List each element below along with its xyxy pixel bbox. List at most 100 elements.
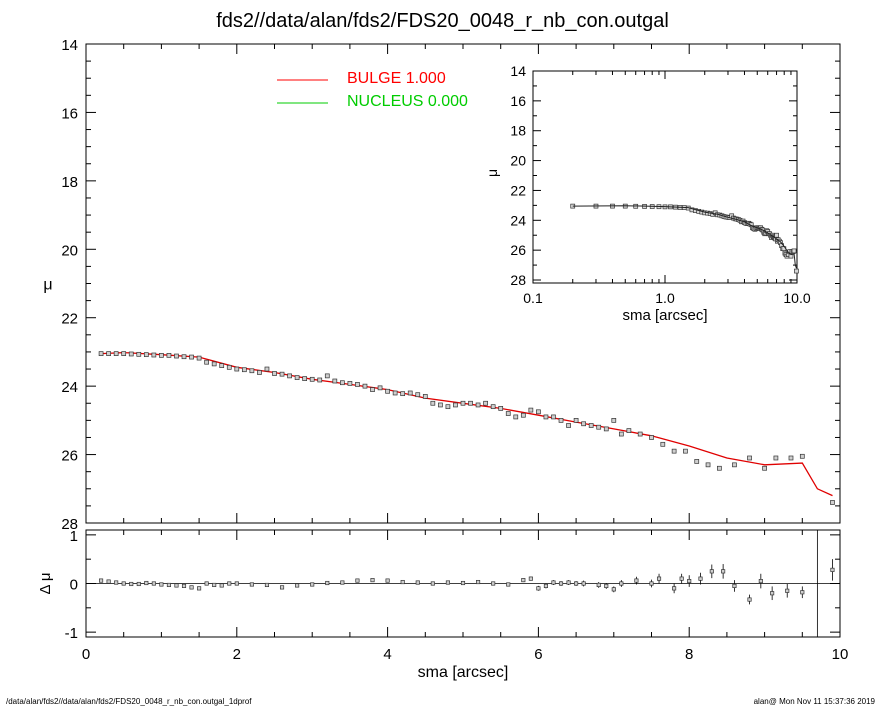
residual-point <box>197 586 202 591</box>
residual-point <box>430 581 435 586</box>
residual-point <box>385 578 390 583</box>
data-point <box>98 351 104 356</box>
data-point <box>128 351 134 357</box>
main-ytick-label: 24 <box>61 379 78 396</box>
residual-ytick-label: 0 <box>70 577 78 594</box>
data-point <box>694 459 700 464</box>
data-point <box>581 421 586 427</box>
residual-point <box>460 580 466 586</box>
data-point <box>181 354 187 360</box>
legend: BULGE 1.000 NUCLEUS 0.000 <box>277 70 468 110</box>
data-point <box>377 385 383 391</box>
inset-model-line <box>572 205 797 269</box>
main-ylabel: μ <box>43 277 52 294</box>
data-point <box>626 428 632 433</box>
data-point <box>189 354 194 360</box>
footer-right: alan@ Mon Nov 11 15:37:36 2019 <box>753 697 875 706</box>
residual-xtick-label: 10 <box>832 646 849 663</box>
residual-point <box>747 597 752 602</box>
data-point <box>618 431 624 437</box>
data-point <box>302 376 308 381</box>
chart-title: fds2//data/alan/fds2/FDS20_0048_r_nb_con… <box>216 10 669 32</box>
residual-point <box>528 576 533 581</box>
residual-point <box>611 587 616 592</box>
residual-point <box>99 578 104 583</box>
data-point <box>196 355 202 361</box>
residual-point <box>770 591 775 596</box>
data-point <box>370 387 375 392</box>
residual-point <box>551 580 556 585</box>
main-ytick-label: 14 <box>61 37 78 54</box>
data-point <box>475 402 481 408</box>
main-ytick-label: 16 <box>61 105 78 122</box>
residual-xtick-label: 6 <box>534 646 542 663</box>
residual-point <box>581 581 586 586</box>
data-point <box>136 351 142 357</box>
inset-point <box>774 232 779 238</box>
residual-point <box>121 581 126 586</box>
data-point <box>347 381 353 386</box>
data-point <box>392 390 398 396</box>
data-point <box>637 431 643 437</box>
residual-point <box>698 576 703 581</box>
residual-xtick-label: 2 <box>233 646 241 663</box>
residual-point <box>476 579 481 585</box>
data-point <box>415 392 421 398</box>
residual-point <box>189 585 194 590</box>
residual-point <box>445 580 450 585</box>
residual-point <box>536 586 541 591</box>
residual-xlabel: sma [arcsec] <box>418 664 509 681</box>
residual-point <box>709 569 714 574</box>
residual-point <box>634 578 639 583</box>
residual-point <box>758 579 763 584</box>
residual-xtick-label: 4 <box>383 646 391 663</box>
residual-point <box>219 583 224 588</box>
residual-point <box>566 580 571 585</box>
residual-point <box>679 576 684 581</box>
residual-ylabel: Δ μ <box>37 572 54 594</box>
inset-xtick-label: 10.0 <box>783 290 810 306</box>
main-ytick-label: 22 <box>61 311 78 328</box>
legend-label: BULGE 1.000 <box>347 70 446 87</box>
data-point <box>121 351 127 356</box>
residual-point <box>574 581 579 586</box>
residual-ytick-label: 1 <box>70 528 78 545</box>
footer-left: /data/alan/fds2//data/alan/fds2/FDS20_00… <box>6 697 252 706</box>
inset-plot: 14 16 18 20 22 24 26 28 0.1 1.0 10.0 sma [arcsec] μ <box>484 63 811 324</box>
residual-point <box>649 581 654 586</box>
data-point <box>272 371 277 376</box>
data-point <box>106 351 111 356</box>
data-point <box>211 361 217 367</box>
residual-point <box>264 582 270 588</box>
data-point <box>143 352 149 358</box>
residual-point <box>604 583 609 588</box>
data-point <box>340 380 345 386</box>
data-point <box>264 366 270 372</box>
data-point <box>151 352 157 358</box>
data-point <box>490 404 496 410</box>
data-point <box>799 453 805 459</box>
data-point <box>611 418 617 423</box>
inset-ytick-label: 16 <box>510 93 526 109</box>
data-point <box>468 400 473 406</box>
residual-point <box>619 581 624 586</box>
data-point <box>536 409 541 415</box>
main-ytick-label: 20 <box>61 242 78 259</box>
residual-point <box>721 569 726 574</box>
data-point <box>747 455 752 461</box>
residual-point <box>234 581 239 586</box>
data-point <box>166 353 172 358</box>
residual-point <box>136 581 141 587</box>
residual-point <box>144 580 149 586</box>
residual-point <box>129 581 134 587</box>
data-point <box>453 402 458 408</box>
data-point <box>717 465 722 471</box>
residual-point <box>558 581 564 586</box>
residual-point <box>785 588 790 593</box>
main-ytick-label: 18 <box>61 174 78 191</box>
residual-point <box>340 580 345 585</box>
inset-ytick-label: 28 <box>510 272 526 288</box>
data-point <box>683 448 688 454</box>
residual-point <box>491 581 496 586</box>
inset-ytick-label: 26 <box>510 242 526 258</box>
